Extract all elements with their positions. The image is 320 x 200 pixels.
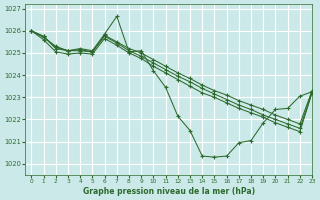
X-axis label: Graphe pression niveau de la mer (hPa): Graphe pression niveau de la mer (hPa) <box>83 187 255 196</box>
